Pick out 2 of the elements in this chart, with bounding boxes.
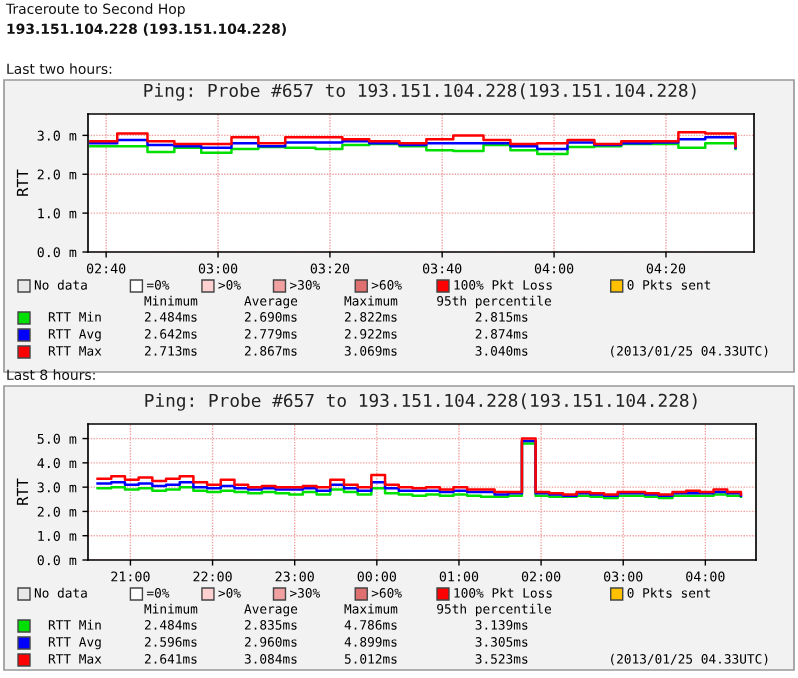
chart-title: Ping: Probe #657 to 193.151.104.228(193.151.104.228) <box>145 393 697 411</box>
chart-title: Ping: Probe #657 to 193.151.104.228(193.151.104.228) <box>144 83 696 101</box>
